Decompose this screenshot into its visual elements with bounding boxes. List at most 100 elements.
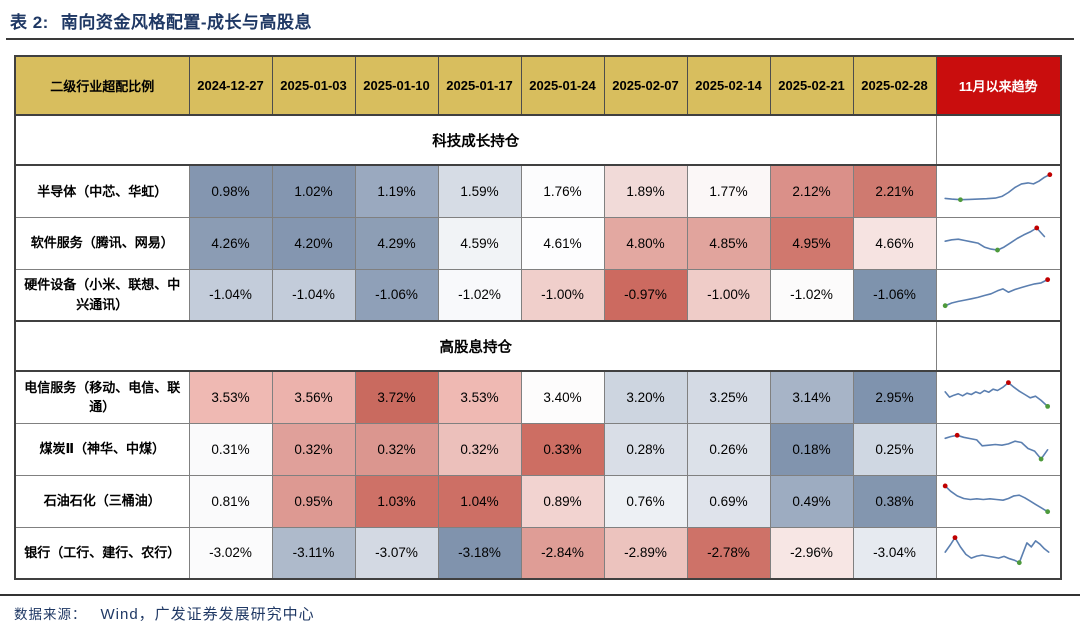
value-cell: -2.89% (603, 526, 688, 580)
value-cell: 0.76% (603, 474, 688, 528)
date-header-cell: 2025-02-28 (852, 55, 937, 116)
value-cell: 3.72% (354, 370, 439, 424)
table-row: 煤炭Ⅱ（神华、中煤） 0.31% 0.32% 0.32% 0.32% 0.33% 0.28%… (14, 422, 1062, 476)
table-row: 银行（工行、建行、农行） -3.02% -3.11% -3.07% -3.18% -2.8… (14, 526, 1062, 580)
table-row: 石油石化（三桶油） 0.81% 0.95% 1.03% 1.04% 0.89% 0.76% 0… (14, 474, 1062, 528)
value-cell: -3.04% (852, 526, 937, 580)
sparkline-cell (935, 422, 1062, 476)
row-label-cell: 软件服务（腾讯、网易） (14, 216, 190, 270)
value-cell: 3.53% (437, 370, 522, 424)
row-label-cell: 电信服务（移动、电信、联通） (14, 370, 190, 424)
value-cell: 4.29% (354, 216, 439, 270)
value-cell: -1.00% (520, 268, 605, 322)
date-header-cell: 2025-02-21 (769, 55, 854, 116)
value-cell: 4.66% (852, 216, 937, 270)
value-cell: 0.95% (271, 474, 356, 528)
sparkline-cell (935, 370, 1062, 424)
sparkline-line (944, 279, 1049, 307)
section-header-cell: 高股息持仓 (14, 320, 937, 372)
value-cell: 0.98% (188, 164, 273, 218)
sparkline-min-dot (1045, 508, 1051, 514)
sparkline-chart (944, 379, 1051, 409)
date-header-cell: 2025-01-17 (437, 55, 522, 116)
value-cell: 0.81% (188, 474, 273, 528)
corner-header-cell: 二级行业超配比例 (14, 55, 190, 116)
table-number: 表 2: (10, 13, 49, 32)
value-cell: 0.26% (686, 422, 771, 476)
value-cell: 2.95% (852, 370, 937, 424)
value-cell: 1.76% (520, 164, 605, 218)
data-source-text: Wind，广发证券发展研究中心 (100, 606, 315, 623)
sparkline-line (944, 434, 1049, 460)
row-label-cell: 硬件设备（小米、联想、中兴通讯） (14, 268, 190, 322)
sparkline-max-dot (952, 535, 958, 541)
value-cell: 0.32% (354, 422, 439, 476)
sparkline-chart (944, 535, 1050, 566)
value-cell: 0.38% (852, 474, 937, 528)
value-cell: 4.85% (686, 216, 771, 270)
value-cell: -1.04% (188, 268, 273, 322)
sparkline-max-dot (1047, 171, 1053, 177)
data-source: 数据来源： Wind，广发证券发展研究中心 (0, 596, 1080, 624)
value-cell: 3.25% (686, 370, 771, 424)
sparkline-max-dot (943, 483, 948, 488)
value-cell: 4.59% (437, 216, 522, 270)
value-cell: 4.26% (188, 216, 273, 270)
value-cell: 3.53% (188, 370, 273, 424)
value-cell: -3.11% (271, 526, 356, 580)
value-cell: -0.97% (603, 268, 688, 322)
value-cell: -1.02% (437, 268, 522, 322)
value-cell: 3.20% (603, 370, 688, 424)
sparkline-min-dot (958, 197, 964, 202)
value-cell: 0.33% (520, 422, 605, 476)
sparkline-line (944, 226, 1046, 251)
date-header-cell: 2025-01-03 (271, 55, 356, 116)
table-row: 软件服务（腾讯、网易） 4.26% 4.20% 4.29% 4.59% 4.61% 4.80… (14, 216, 1062, 270)
allocation-table: 二级行业超配比例 2024-12-27 2025-01-03 2025-01-10 20… (14, 55, 1062, 580)
value-cell: -3.02% (188, 526, 273, 580)
value-cell: 0.32% (437, 422, 522, 476)
sparkline-chart (944, 225, 1046, 252)
value-cell: 4.80% (603, 216, 688, 270)
sparkline-chart (943, 277, 1051, 309)
value-cell: 0.25% (852, 422, 937, 476)
sparkline-cell (935, 268, 1062, 322)
sparkline-max-dot (955, 432, 960, 438)
section-header-cell: 科技成长持仓 (14, 114, 937, 166)
value-cell: 1.03% (354, 474, 439, 528)
date-header-cell: 2025-02-07 (603, 55, 688, 116)
row-label-cell: 煤炭Ⅱ（神华、中煤） (14, 422, 190, 476)
sparkline-line (944, 537, 1050, 564)
sparkline-min-dot (1017, 560, 1022, 566)
sparkline-min-dot (995, 247, 1001, 252)
date-header-cell: 2025-01-24 (520, 55, 605, 116)
table-row: 半导体（中芯、华虹） 0.98% 1.02% 1.19% 1.59% 1.76% 1.89%… (14, 164, 1062, 218)
value-cell: -3.18% (437, 526, 522, 580)
sparkline-line (944, 381, 1049, 407)
sparkline-max-dot (1006, 379, 1012, 385)
value-cell: -1.00% (686, 268, 771, 322)
value-cell: 3.56% (271, 370, 356, 424)
value-cell: 0.18% (769, 422, 854, 476)
row-label-cell: 石油石化（三桶油） (14, 474, 190, 528)
sparkline-chart (944, 432, 1049, 461)
table-title-text: 南向资金风格配置-成长与高股息 (60, 13, 313, 32)
section-header-row: 高股息持仓 (14, 320, 1062, 372)
sparkline-cell (935, 164, 1062, 218)
value-cell: 0.89% (520, 474, 605, 528)
date-header-cell: 2025-02-14 (686, 55, 771, 116)
value-cell: 0.49% (769, 474, 854, 528)
sparkline-line (944, 173, 1051, 201)
sparkline-cell (935, 526, 1062, 580)
value-cell: -1.06% (852, 268, 937, 322)
value-cell: 0.69% (686, 474, 771, 528)
value-cell: 1.59% (437, 164, 522, 218)
value-cell: 2.12% (769, 164, 854, 218)
value-cell: 0.31% (188, 422, 273, 476)
value-cell: 4.61% (520, 216, 605, 270)
sparkline-cell (935, 474, 1062, 528)
sparkline-line (944, 484, 1049, 513)
table-row: 电信服务（移动、电信、联通） 3.53% 3.56% 3.72% 3.53% 3.40% 3… (14, 370, 1062, 424)
trend-header-cell: 11月以来趋势 (935, 55, 1062, 116)
value-cell: 2.21% (852, 164, 937, 218)
